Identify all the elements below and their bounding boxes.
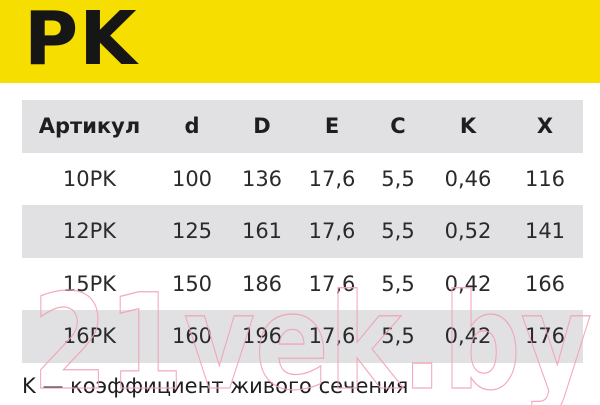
table-cell: 0,42 bbox=[444, 324, 492, 349]
table-cell: 5,5 bbox=[381, 324, 415, 349]
footnote: K — коэффициент живого сечения bbox=[22, 374, 409, 398]
table-cell: 116 bbox=[524, 166, 566, 191]
table-cell: 166 bbox=[524, 271, 566, 296]
table-cell: 17,6 bbox=[308, 271, 356, 296]
table-cell: 0,46 bbox=[444, 166, 492, 191]
header-cell: D bbox=[253, 114, 271, 139]
header-cell: X bbox=[536, 114, 554, 139]
table-row: 12PK 125 161 17,6 5,5 0,52 141 bbox=[22, 205, 583, 258]
table-cell: 5,5 bbox=[381, 271, 415, 296]
table-cell: 141 bbox=[524, 219, 566, 244]
table-cell: 136 bbox=[241, 166, 283, 191]
table-cell: 0,42 bbox=[444, 271, 492, 296]
table-cell: 17,6 bbox=[308, 166, 356, 191]
table-cell: 5,5 bbox=[381, 166, 415, 191]
table-row: 15PK 150 186 17,6 5,5 0,42 166 bbox=[22, 258, 583, 311]
table-cell: 15PK bbox=[62, 271, 117, 296]
table-cell: 161 bbox=[241, 219, 283, 244]
table-row: 10PK 100 136 17,6 5,5 0,46 116 bbox=[22, 153, 583, 206]
table-cell: 196 bbox=[241, 324, 283, 349]
table-cell: 0,52 bbox=[444, 219, 492, 244]
header-cell: K bbox=[459, 114, 477, 139]
table-cell: 17,6 bbox=[308, 324, 356, 349]
table-cell: 186 bbox=[241, 271, 283, 296]
header-cell: Артикул bbox=[38, 114, 141, 139]
table-cell: 16PK bbox=[62, 324, 117, 349]
table-cell: 10PK bbox=[62, 166, 117, 191]
header-cell: E bbox=[324, 114, 340, 139]
page-title: PK bbox=[24, 0, 138, 82]
header-cell: C bbox=[390, 114, 406, 139]
table-cell: 176 bbox=[524, 324, 566, 349]
table-row: 16PK 160 196 17,6 5,5 0,42 176 bbox=[22, 310, 583, 363]
spec-table: Артикул d D E C K X 10PK 100 136 17,6 5,5 0,4… bbox=[22, 100, 583, 363]
table-cell: 17,6 bbox=[308, 219, 356, 244]
table-header: Артикул d D E C K X bbox=[22, 100, 583, 153]
table-cell: 12PK bbox=[62, 219, 117, 244]
table-cell: 160 bbox=[171, 324, 213, 349]
title-banner: PK bbox=[0, 0, 600, 83]
table-cell: 5,5 bbox=[381, 219, 415, 244]
table-cell: 125 bbox=[171, 219, 213, 244]
table-cell: 100 bbox=[171, 166, 213, 191]
table-cell: 150 bbox=[171, 271, 213, 296]
header-cell: d bbox=[184, 114, 200, 139]
